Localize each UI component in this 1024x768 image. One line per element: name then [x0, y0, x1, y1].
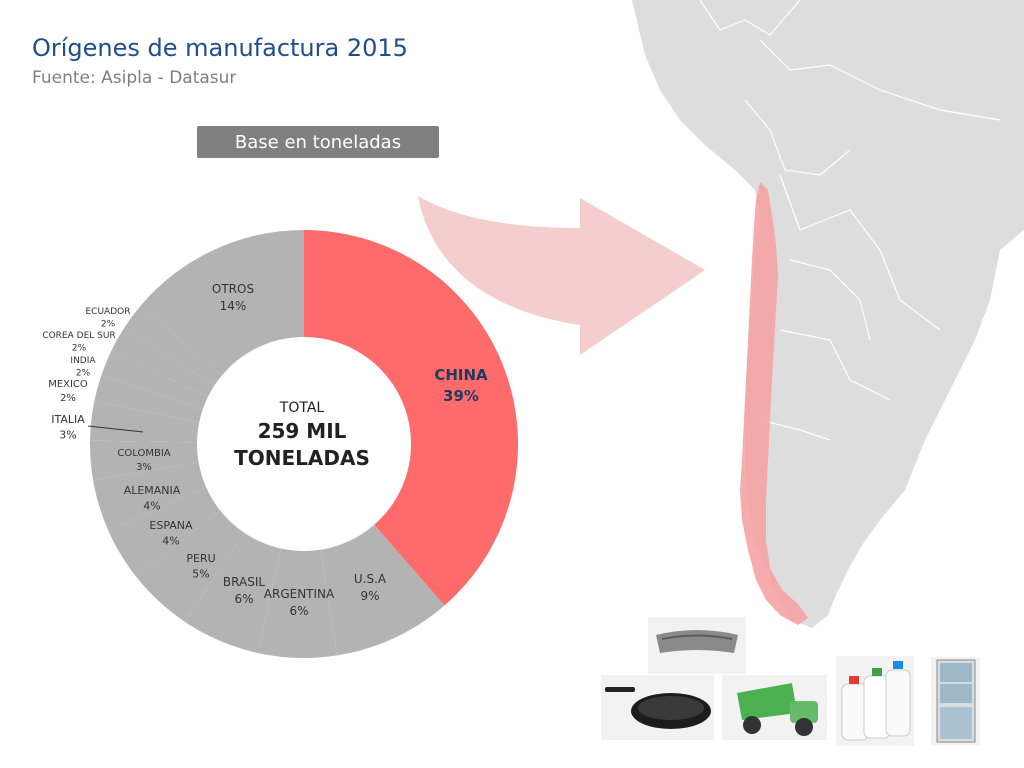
arrow-shape — [418, 196, 705, 355]
slice-label: MEXICO — [48, 379, 88, 390]
slice-label: PERU — [186, 552, 215, 565]
slice-value-label: 3% — [136, 462, 152, 473]
slice-value-label: 6% — [289, 604, 308, 618]
slice-label: COREA DEL SUR — [42, 331, 115, 341]
total-unit: TONELADAS — [234, 446, 370, 470]
chile-shape — [740, 182, 808, 625]
slice-value-label: 4% — [143, 499, 160, 512]
total-value: 259 MIL — [258, 419, 347, 443]
slice-value-label: 2% — [76, 369, 91, 379]
product-toy-truck — [722, 675, 827, 740]
slice-label: ALEMANIA — [124, 484, 181, 497]
page-title: Orígenes de manufactura 2015 — [32, 34, 408, 62]
slice-label: CHINA — [434, 366, 488, 384]
slice-value-label: 4% — [162, 534, 179, 547]
page-subtitle: Fuente: Asipla - Datasur — [32, 68, 237, 88]
slice-value-label: 9% — [360, 589, 379, 603]
slice-value-label: 3% — [59, 428, 76, 441]
product-bumper — [648, 617, 746, 674]
slice-value-label: 14% — [220, 299, 247, 313]
total-label: TOTAL — [279, 400, 325, 416]
slice-label: BRASIL — [223, 575, 265, 589]
slice-label: INDIA — [70, 356, 96, 366]
product-refrigerator — [931, 657, 980, 745]
slice-label: U.S.A — [354, 572, 387, 586]
slice-argentina — [257, 444, 338, 658]
slice-value-label: 6% — [234, 592, 253, 606]
slice-value-label: 5% — [192, 567, 209, 580]
milk-bottles-icon — [841, 661, 911, 741]
leader-line — [87, 425, 144, 433]
donut-hole — [197, 337, 411, 551]
slice-label: ARGENTINA — [264, 587, 335, 601]
slice-value-label: 39% — [443, 387, 479, 405]
slice-label: COLOMBIA — [117, 448, 170, 459]
base-label-box: Base en toneladas — [197, 126, 439, 158]
slice-value-label: 2% — [60, 393, 76, 404]
slice-label: ITALIA — [51, 413, 85, 426]
slice-label: OTROS — [212, 282, 254, 296]
base-label: Base en toneladas — [234, 131, 402, 153]
refrigerator-icon — [936, 659, 976, 743]
slice-label: ESPANA — [149, 519, 193, 532]
slice-china — [304, 230, 518, 606]
country-borders — [699, 0, 1001, 441]
bumper-icon — [656, 630, 738, 653]
slice-value-label: 2% — [72, 344, 87, 354]
toy-truck-icon — [737, 683, 818, 736]
frying-pan-icon — [605, 687, 711, 729]
product-frying-pan — [601, 675, 714, 740]
slice-label: ECUADOR — [86, 307, 131, 317]
product-milk-bottles — [836, 656, 914, 746]
continent-shape — [632, 0, 1024, 628]
slice-value-label: 2% — [101, 320, 116, 330]
